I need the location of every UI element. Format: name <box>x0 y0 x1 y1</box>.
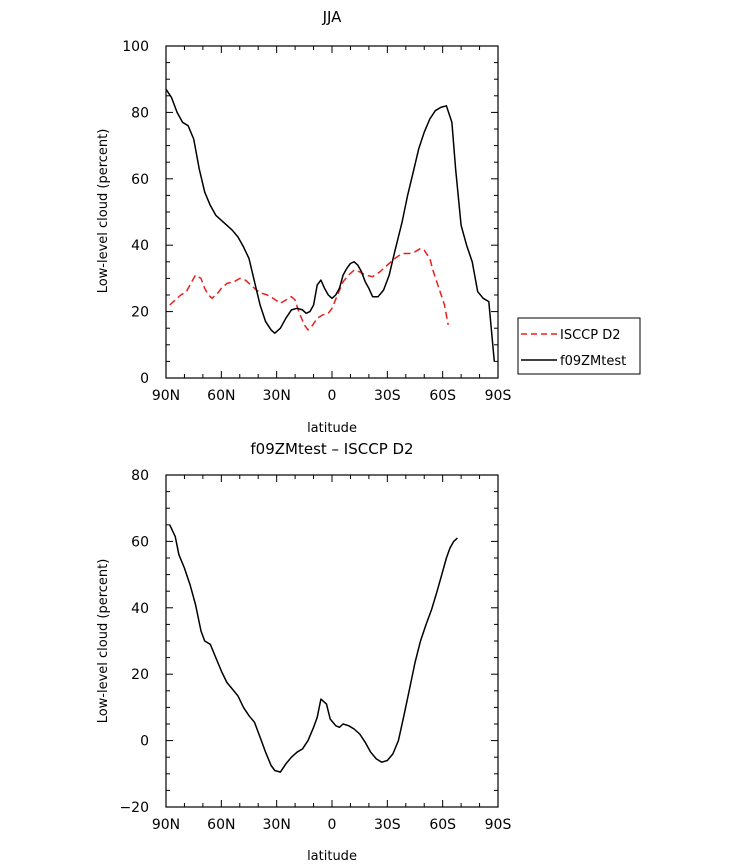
x-tick-label: 30N <box>263 817 291 833</box>
x-tick-label: 90S <box>485 388 512 404</box>
panel-jja: JJA latitude Low-level cloud (percent) 9… <box>96 8 641 436</box>
x-axis-label: latitude <box>307 849 357 864</box>
y-tick-label: 100 <box>122 39 149 55</box>
x-tick-label: 30N <box>263 388 291 404</box>
x-tick-label: 30S <box>374 388 401 404</box>
x-tick-label: 90S <box>485 817 512 833</box>
series-line-f09zmtest <box>165 88 496 362</box>
x-tick-label: 90N <box>152 817 180 833</box>
x-tick-label: 0 <box>328 817 337 833</box>
y-tick-label: 60 <box>131 534 149 550</box>
x-tick-label: 60N <box>207 388 235 404</box>
chart-title: f09ZMtest – ISCCP D2 <box>250 440 413 458</box>
y-tick-label: 0 <box>140 371 149 387</box>
y-tick-label: −20 <box>119 800 149 816</box>
x-tick-label: 30S <box>374 817 401 833</box>
y-tick-label: 60 <box>131 172 149 188</box>
y-axis-label: Low-level cloud (percent) <box>96 129 111 294</box>
x-tick-label: 60S <box>429 817 456 833</box>
y-tick-label: 20 <box>131 667 149 683</box>
series-line-isccp-d2 <box>169 247 449 331</box>
plot-area: 90N 60N 30N 0 30S 60S 90S −20 0 20 40 60 80 <box>119 468 511 833</box>
x-tick-label: 0 <box>328 388 337 404</box>
x-tick-label: 60N <box>207 817 235 833</box>
legend-label-f09zmtest: f09ZMtest <box>560 354 626 369</box>
legend-box <box>517 317 641 375</box>
chart-title: JJA <box>322 8 343 26</box>
panel-difference: f09ZMtest – ISCCP D2 latitude Low-level … <box>96 440 511 864</box>
x-axis-label: latitude <box>307 421 357 436</box>
x-tick-label: 90N <box>152 388 180 404</box>
plot-frame <box>165 45 499 379</box>
y-tick-label: 20 <box>131 305 149 321</box>
y-tick-label: 80 <box>131 105 149 121</box>
legend-label-isccp-d2: ISCCP D2 <box>560 328 621 343</box>
y-axis-label: Low-level cloud (percent) <box>96 559 111 724</box>
y-tick-label: 40 <box>131 601 149 617</box>
y-tick-label: 40 <box>131 238 149 254</box>
plot-frame <box>165 474 499 808</box>
legend: ISCCP D2 f09ZMtest <box>517 317 641 375</box>
plot-area: 90N 60N 30N 0 30S 60S 90S 0 20 40 60 80 100 <box>122 39 511 404</box>
y-tick-label: 80 <box>131 468 149 484</box>
y-tick-label: 0 <box>140 734 149 750</box>
series-line-difference <box>169 524 458 773</box>
x-tick-label: 60S <box>429 388 456 404</box>
